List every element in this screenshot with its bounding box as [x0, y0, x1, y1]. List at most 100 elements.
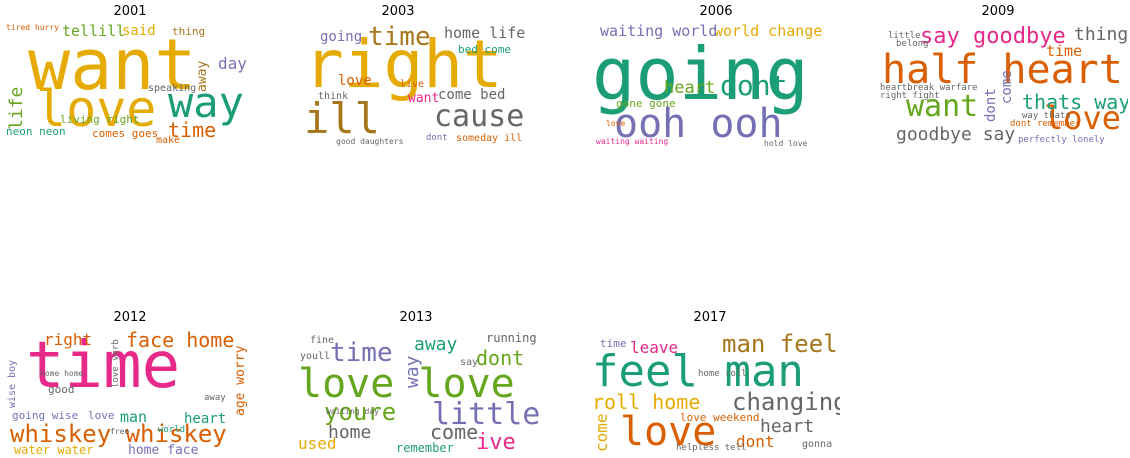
cloud-word: feel man — [592, 346, 804, 397]
cloud-word: time — [330, 338, 393, 368]
cloud-word: man — [120, 408, 148, 426]
cloud-word: gone gone — [616, 97, 676, 110]
cloud-word: day — [218, 54, 247, 73]
cloud-word: goodbye say — [896, 124, 1016, 145]
cloud-word: love — [338, 73, 372, 89]
cloud-word: running — [486, 331, 537, 345]
cloud-word: come — [430, 420, 479, 444]
cloud-word: time — [1046, 42, 1083, 60]
cloud-word: dont — [983, 88, 999, 122]
cloud-word: live — [400, 79, 425, 90]
cloud-word: age worry — [233, 345, 248, 416]
cloud-word: say goodbye — [920, 24, 1066, 49]
cloud-word: dont remember — [1010, 119, 1081, 129]
panel-title: 2017 — [693, 310, 727, 325]
cloud-word: love verb — [111, 339, 121, 388]
cloud-word: comes goes — [92, 127, 159, 140]
cloud-word: dont — [736, 432, 775, 451]
cloud-word: little — [888, 31, 921, 41]
cloud-word: used — [298, 434, 337, 453]
cloud-word: hold love — [764, 139, 808, 148]
cloud-word: tired hurry — [6, 23, 59, 32]
cloud-word: perfectly lonely — [1018, 135, 1105, 145]
word-cloud: feel man love changing man feel roll hom… — [580, 328, 840, 458]
cloud-word: life — [6, 86, 27, 130]
cloud-word: want — [408, 91, 440, 106]
cloud-word: good — [48, 383, 75, 396]
cloud-word: way — [168, 78, 244, 127]
cloud-word: remember — [396, 441, 454, 455]
cloud-word: living right — [60, 113, 140, 126]
cloud-word: love — [606, 119, 626, 128]
cloud-word: heart — [760, 416, 815, 437]
word-cloud: going ooh ooh dont heart world change wa… — [586, 22, 846, 152]
cloud-word: youre — [324, 398, 397, 426]
cloud-word: world change — [714, 22, 823, 40]
panel-title: 2012 — [113, 310, 147, 325]
cloud-word: time — [168, 118, 217, 142]
cloud-word: love — [1044, 99, 1122, 137]
cloud-word: speaking — [148, 83, 197, 94]
cloud-word: love love — [298, 361, 515, 407]
word-cloud: time face home whiskey whiskey right wat… — [0, 328, 260, 458]
cloud-word: ive — [476, 430, 516, 455]
cloud-word: heart — [184, 411, 227, 427]
cloud-word: water water — [14, 443, 94, 457]
cloud-word: belong — [896, 39, 929, 49]
cloud-word: way — [402, 355, 423, 388]
cloud-word: think — [318, 91, 349, 102]
cloud-word: want — [906, 89, 979, 124]
cloud-word: tellill — [62, 22, 126, 40]
cloud-word: whiskey whiskey — [10, 420, 227, 448]
panel-title: 2003 — [381, 4, 415, 19]
cloud-word: face home — [126, 328, 235, 352]
cloud-word: wise boy — [7, 359, 18, 408]
cloud-word: thing — [1074, 24, 1128, 45]
cloud-word: home face — [128, 443, 199, 458]
cloud-word: love weekend — [680, 411, 760, 424]
cloud-word: say — [460, 357, 479, 368]
cloud-word: going — [320, 29, 363, 45]
cloud-word: good daughters — [336, 137, 404, 146]
cloud-word: love — [36, 80, 157, 138]
panel-title: 2006 — [699, 4, 733, 19]
cloud-word: come — [592, 413, 611, 452]
word-cloud: right time ill cause home life going lov… — [268, 22, 528, 152]
cloud-word: world — [158, 425, 186, 435]
word-cloud: half heart say goodbye thing want love t… — [868, 22, 1128, 152]
cloud-word: changing — [732, 388, 840, 416]
cloud-word: waiting day — [326, 407, 379, 416]
cloud-word: gonna — [802, 439, 833, 450]
cloud-word: come — [999, 70, 1015, 104]
word-cloud: love love little youre time dont home co… — [286, 328, 546, 458]
cloud-word: bed come — [458, 43, 511, 56]
cloud-word: time — [368, 22, 431, 52]
cloud-word: ooh ooh — [614, 101, 783, 147]
cloud-word: dont — [476, 346, 525, 370]
cloud-word: someday ill — [456, 133, 523, 144]
cloud-word: said — [122, 23, 156, 39]
cloud-word: want — [28, 24, 197, 106]
cloud-word: right — [44, 330, 93, 349]
cloud-word: away — [204, 393, 226, 403]
cloud-word: roll home — [592, 390, 701, 414]
cloud-word: time — [600, 337, 627, 350]
cloud-word: right — [304, 26, 503, 103]
cloud-word: away — [414, 334, 458, 355]
cloud-word: going wise — [12, 409, 79, 422]
cloud-word: little — [432, 397, 541, 432]
cloud-word: waiting world — [600, 22, 718, 40]
cloud-word: leave — [630, 338, 679, 357]
cloud-word: home home — [40, 369, 84, 378]
cloud-word: dont — [720, 69, 788, 102]
cloud-word: man feel — [722, 330, 838, 358]
cloud-word: ill — [304, 94, 380, 143]
panel-title: 2001 — [113, 4, 147, 19]
cloud-word: home life — [444, 24, 526, 42]
word-cloud: want love way time life tellill said day… — [0, 22, 260, 152]
panel-title: 2013 — [399, 310, 433, 325]
cloud-word: thats way — [1022, 90, 1128, 114]
cloud-word: right fight — [880, 91, 940, 101]
cloud-word: youll — [300, 351, 331, 362]
cloud-word: free — [110, 427, 130, 436]
